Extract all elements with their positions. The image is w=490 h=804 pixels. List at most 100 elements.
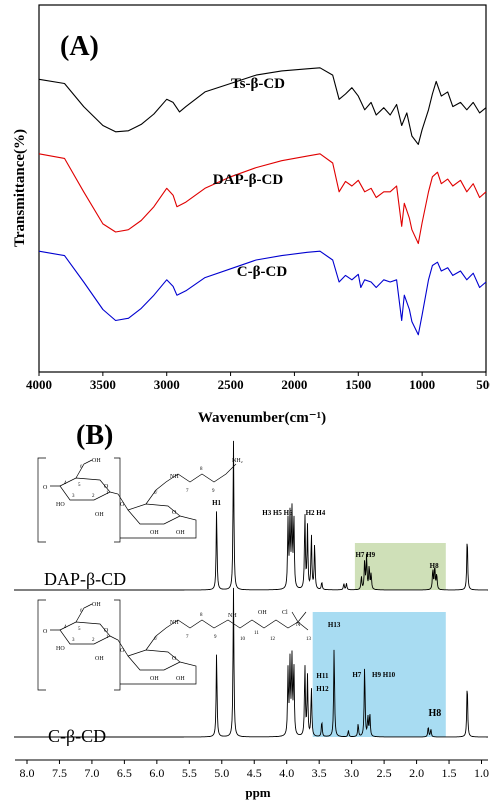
ir-label-ts: Ts-β-CD — [231, 76, 285, 92]
struct-num-13-lower: 13 — [306, 637, 312, 642]
struct-o-left-upper: O — [43, 485, 48, 491]
struct-oh-bottom-lower: OH — [95, 656, 104, 662]
struct-num-2-upper: 2 — [92, 494, 95, 499]
nmr-peak-label: H8 — [428, 708, 441, 719]
nmr-label-dap: DAP-β-CD — [44, 569, 126, 589]
nmr-x-tick-label: 8.0 — [19, 766, 34, 780]
chain-upper — [145, 463, 237, 505]
struct-o-link-lower: O — [120, 648, 125, 654]
ir-x-tick-label: 3000 — [154, 377, 180, 392]
struct-num-9-lower: 9 — [214, 635, 217, 640]
ir-x-ticks: 4000 3500 3000 2500 2000 1500 1000 500 — [26, 372, 490, 392]
struct-num-3-lower: 3 — [72, 638, 75, 643]
nmr-peak-label: H11 — [316, 672, 329, 680]
struct-ho-lower: HO — [56, 646, 65, 652]
bracket-left-lower — [37, 599, 46, 691]
glucose-ring-lower — [59, 621, 111, 645]
struct-num-5-upper: 5 — [78, 483, 81, 488]
nmr-peak-label: H12 — [316, 685, 329, 693]
struct-oh-chain-lower: OH — [258, 610, 267, 616]
glucose-ring-upper — [59, 477, 111, 501]
nmr-x-tick-label: 5.5 — [182, 766, 197, 780]
chain-lower — [145, 619, 299, 651]
struct-oh3-lower: OH — [176, 676, 185, 682]
nmr-peak-label: H7 H9 — [355, 551, 375, 559]
nmr-x-ticks: 8.0 7.5 7.0 6.5 6.0 5.5 5.0 4.5 4.0 3.5 3.0 2.5 2.0 1… — [19, 760, 489, 780]
struct-num-3-upper: 3 — [72, 494, 75, 499]
ir-x-tick-label: 2000 — [281, 377, 307, 392]
struct-o-ring-upper: O — [104, 484, 109, 490]
struct-nh2-upper: NH₂ — [232, 458, 243, 464]
nmr-peak-label: H8 — [430, 562, 439, 570]
panel-b-label: (B) — [76, 420, 113, 451]
nmr-peak-annotations: H1 H3 H5 H6 H2 H4 H7 H9 H8 H13 H11 H12 H7 H9 H10 H… — [212, 499, 441, 719]
nmr-x-tick-label: 2.5 — [377, 766, 392, 780]
ir-series-line — [38, 153, 487, 245]
struct-oh3-upper: OH — [176, 530, 185, 536]
struct-n-lower: N — [296, 622, 301, 628]
quat-n-lower — [291, 611, 309, 631]
struct-o2-lower: O — [172, 656, 177, 662]
struct-num-5-lower: 5 — [78, 627, 81, 632]
nmr-spectrum-line — [14, 440, 488, 591]
nmr-x-tick-label: 5.0 — [214, 766, 229, 780]
nmr-x-tick-label: 3.5 — [312, 766, 327, 780]
struct-num-2-lower: 2 — [92, 638, 95, 643]
struct-oh-top-upper: OH — [92, 458, 101, 464]
struct-num-9-upper: 9 — [212, 489, 215, 494]
struct-num-1-upper: 1 — [106, 491, 109, 496]
struct-num-7-upper: 7 — [186, 489, 189, 494]
ir-x-tick-label: 2500 — [218, 377, 244, 392]
struct-o-left-lower: O — [43, 629, 48, 635]
struct-o-link-upper: O — [120, 502, 125, 508]
nmr-peak-label: H1 — [212, 499, 221, 507]
ir-x-axis-label: Wavenumber(cm⁻¹) — [198, 410, 326, 426]
nmr-x-axis-label: ppm — [245, 785, 270, 800]
bracket-right-lower — [114, 599, 121, 691]
nmr-x-tick-label: 6.0 — [149, 766, 164, 780]
struct-num-8-upper: 8 — [200, 467, 203, 472]
panel-a: (A) Transmittance(%) Wavenumber(cm⁻¹) 40… — [12, 4, 490, 426]
bracket-left-upper — [37, 457, 46, 543]
ir-x-tick-label: 4000 — [26, 377, 52, 392]
structure-dap: OH O HO OH O O NH NH₂ O OH OH 6 5 4 3 2 … — [37, 457, 243, 543]
nmr-peak-label: H3 H5 H6 — [262, 509, 293, 517]
struct-oh2-lower: OH — [150, 676, 159, 682]
struct-cl-lower: Cl — [282, 610, 288, 616]
struct-num-6p-upper: 6' — [154, 491, 158, 496]
struct-num-1-lower: 1 — [106, 635, 109, 640]
bracket-right-upper — [114, 457, 121, 543]
nmr-spectrum-line — [14, 587, 488, 738]
struct-num-6-upper: 6 — [80, 465, 83, 470]
structure-c: OH O HO OH O O NH NH OH Cl N O OH OH 6 5… — [37, 599, 312, 691]
struct-num-6-lower: 6 — [80, 609, 83, 614]
struct-o-ring-lower: O — [104, 628, 109, 634]
ch2oh-bond-lower — [75, 603, 93, 623]
struct-oh2-upper: OH — [150, 530, 159, 536]
o-link-upper — [50, 485, 129, 511]
nmr-spectra — [14, 440, 488, 738]
nmr-x-tick-label: 1.0 — [474, 766, 489, 780]
ir-spectra — [38, 67, 487, 336]
ir-plot-frame — [38, 4, 487, 373]
nmr-x-tick-label: 7.0 — [84, 766, 99, 780]
nmr-x-tick-label: 3.0 — [344, 766, 359, 780]
panel-b: (B) 8.0 7.5 7.0 6.5 6.0 5.5 5.0 4.5 4.0 3.5 3.0 2.5… — [14, 420, 489, 800]
ir-x-tick-label: 3500 — [90, 377, 116, 392]
struct-num-11-lower: 11 — [254, 631, 259, 636]
o-link-lower — [50, 629, 129, 657]
struct-num-6p-lower: 6' — [154, 637, 158, 642]
struct-num-7-lower: 7 — [186, 635, 189, 640]
nmr-peak-label: H2 H4 — [306, 509, 326, 517]
ir-x-tick-label: 1500 — [345, 377, 371, 392]
nmr-x-tick-label: 6.5 — [117, 766, 132, 780]
nmr-peak-label: H7 — [352, 671, 361, 679]
struct-num-4-upper: 4 — [64, 481, 67, 486]
nmr-x-tick-label: 1.5 — [442, 766, 457, 780]
dap-highlight-region — [354, 543, 446, 590]
panel-a-label: (A) — [60, 31, 99, 62]
ir-x-tick-label: 1000 — [409, 377, 435, 392]
struct-oh-bottom-upper: OH — [95, 512, 104, 518]
ch2oh-bond-upper — [75, 459, 93, 479]
